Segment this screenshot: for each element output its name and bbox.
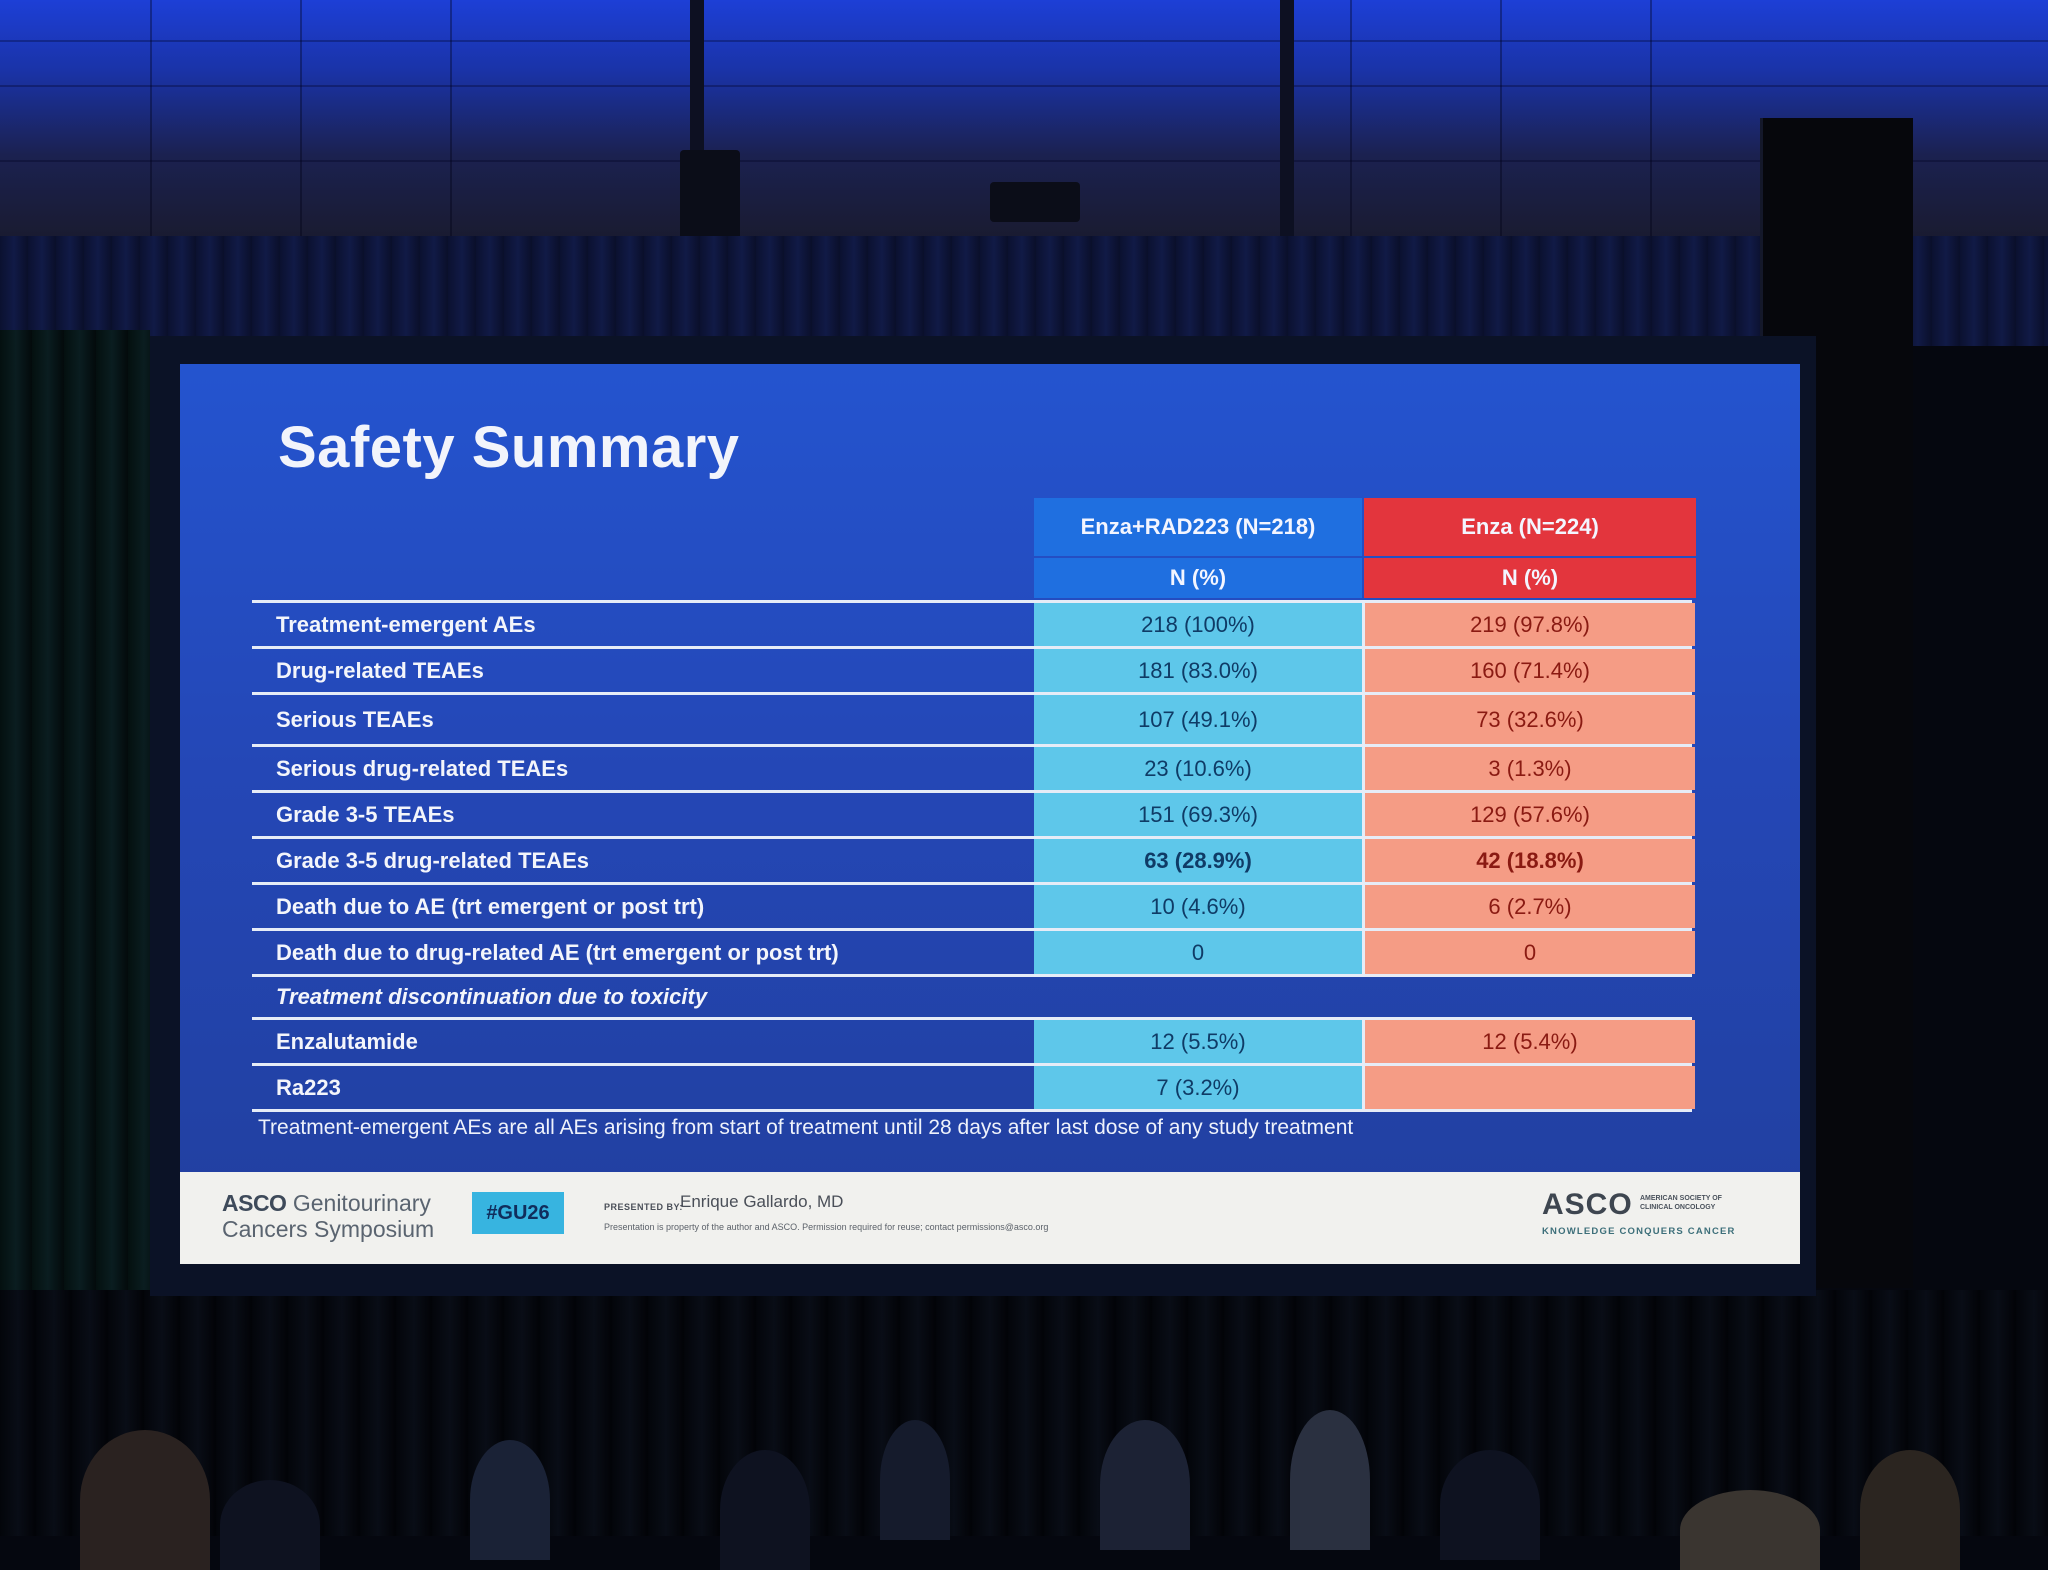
asco-tagline: KNOWLEDGE CONQUERS CANCER [1542,1226,1736,1237]
row-label: Grade 3-5 drug-related TEAEs [276,848,589,873]
cell-enza-rad223: 7 (3.2%) [1034,1066,1365,1109]
cell-enza: 0 [1365,931,1695,974]
logo-line1: Genitourinary [292,1190,431,1216]
table-row: Enzalutamide 12 (5.5%) 12 (5.4%) [252,1017,1695,1063]
cell-enza-rad223: 63 (28.9%) [1034,839,1365,882]
cell-enza-rad223: 218 (100%) [1034,603,1365,646]
audience-head [1100,1420,1190,1550]
row-label: Treatment-emergent AEs [276,612,536,637]
logo-brand: ASCO [222,1190,287,1216]
row-label: Ra223 [276,1075,341,1100]
audience-head [1290,1410,1370,1550]
presented-by-label: PRESENTED BY: [604,1202,683,1212]
cell-enza-rad223: 107 (49.1%) [1034,695,1365,744]
table-row: Death due to AE (trt emergent or post tr… [252,882,1695,928]
curtain [0,1290,2048,1536]
cell-enza-rad223: 151 (69.3%) [1034,793,1365,836]
table-row: Grade 3-5 TEAEs 151 (69.3%) 129 (57.6%) [252,790,1695,836]
cell-enza: 12 (5.4%) [1365,1020,1695,1063]
audience-head [80,1430,210,1570]
cell-enza-rad223: 10 (4.6%) [1034,885,1365,928]
projector [990,182,1080,222]
asco-gu-symposium-logo: ASCO Genitourinary Cancers Symposium [222,1190,434,1242]
table-row: Grade 3-5 drug-related TEAEs 63 (28.9%) … [252,836,1695,882]
row-label: Serious TEAEs [276,707,434,732]
section-label: Treatment discontinuation due to toxicit… [276,984,708,1009]
column-header-enza: Enza (N=224) [1364,498,1696,556]
column-subheader-enza: N (%) [1364,558,1696,598]
cell-enza-rad223: 0 [1034,931,1365,974]
cell-enza: 160 (71.4%) [1365,649,1695,692]
presentation-slide: Safety Summary Enza+RAD223 (N=218) Enza … [180,364,1800,1264]
row-label: Drug-related TEAEs [276,658,484,683]
audience-head [1860,1450,1960,1570]
table-row: Serious TEAEs 107 (49.1%) 73 (32.6%) [252,692,1695,744]
cell-enza [1365,1066,1695,1109]
cell-enza-rad223: 23 (10.6%) [1034,747,1365,790]
slide-footer: ASCO Genitourinary Cancers Symposium #GU… [180,1172,1800,1264]
footnote: Treatment-emergent AEs are all AEs arisi… [258,1116,1354,1139]
table-row: Drug-related TEAEs 181 (83.0%) 160 (71.4… [252,646,1695,692]
table-row: Ra223 7 (3.2%) [252,1063,1695,1112]
audience-head [1440,1450,1540,1560]
cell-enza: 129 (57.6%) [1365,793,1695,836]
presenter-name: Enrique Gallardo, MD [680,1192,844,1211]
stage-light [680,150,740,240]
section-row: Treatment discontinuation due to toxicit… [252,974,1692,1017]
column-header-enza-rad223: Enza+RAD223 (N=218) [1034,498,1362,556]
row-label: Death due to drug-related AE (trt emerge… [276,940,839,965]
asco-logo: ASCO AMERICAN SOCIETY OF CLINICAL ONCOLO… [1542,1188,1772,1248]
audience-head [1680,1490,1820,1570]
audience-head [880,1420,950,1540]
row-label: Death due to AE (trt emergent or post tr… [276,894,705,919]
table-row: Treatment-emergent AEs 218 (100%) 219 (9… [252,600,1695,646]
column-subheader-enza-rad223: N (%) [1034,558,1362,598]
asco-subtitle: AMERICAN SOCIETY OF CLINICAL ONCOLOGY [1640,1195,1722,1211]
cell-enza: 42 (18.8%) [1365,839,1695,882]
cell-enza: 3 (1.3%) [1365,747,1695,790]
table-row: Death due to drug-related AE (trt emerge… [252,928,1695,974]
cell-enza-rad223: 181 (83.0%) [1034,649,1365,692]
table-row: Serious drug-related TEAEs 23 (10.6%) 3 … [252,744,1695,790]
audience-head [720,1450,810,1570]
slide-title: Safety Summary [278,415,740,480]
cell-enza: 6 (2.7%) [1365,885,1695,928]
hashtag-badge: #GU26 [472,1192,564,1234]
cell-enza: 219 (97.8%) [1365,603,1695,646]
cell-enza-rad223: 12 (5.5%) [1034,1020,1365,1063]
asco-wordmark: ASCO [1542,1188,1633,1221]
logo-line2: Cancers Symposium [222,1216,435,1242]
lighting-truss [1280,0,1294,240]
audience-head [470,1440,550,1560]
disclaimer: Presentation is property of the author a… [604,1222,1049,1232]
audience [0,1390,2048,1570]
table-body: Treatment-emergent AEs 218 (100%) 219 (9… [252,600,1695,1112]
curtain [0,236,2048,346]
audience-head [220,1480,320,1570]
row-label: Enzalutamide [276,1029,418,1054]
cell-enza: 73 (32.6%) [1365,695,1695,744]
table-header: Enza+RAD223 (N=218) Enza (N=224) N (%) N… [1034,498,1696,598]
row-label: Grade 3-5 TEAEs [276,802,455,827]
row-label: Serious drug-related TEAEs [276,756,569,781]
